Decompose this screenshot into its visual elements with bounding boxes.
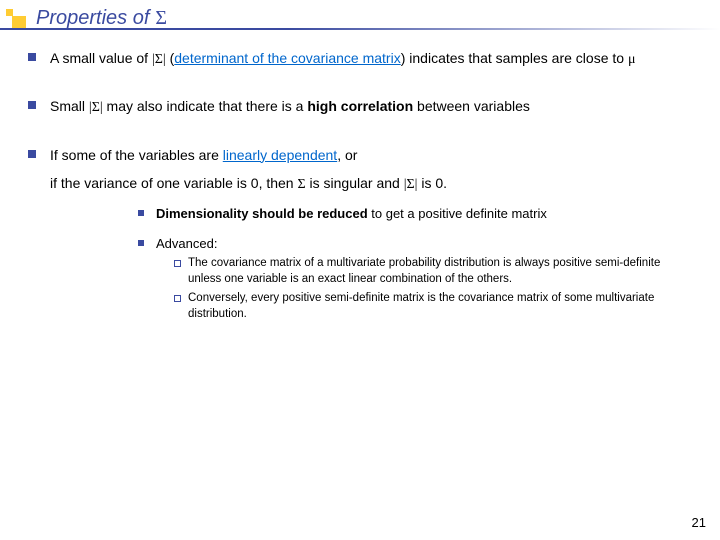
sub-bullet-1: Dimensionality should be reduced to get … (138, 205, 692, 223)
title-sigma: Σ (155, 7, 167, 30)
b2-post: between variables (413, 98, 530, 114)
bullet-3: If some of the variables are linearly de… (28, 145, 692, 323)
accent-square-small (6, 9, 13, 16)
b3-post: , or (337, 147, 357, 163)
bullet-1: A small value of |Σ| (determinant of the… (28, 48, 692, 70)
b3-l2-post: is 0. (417, 175, 447, 191)
slide-title: Properties of Σ (36, 7, 167, 30)
sub-sub-2: Conversely, every positive semi-definite… (174, 291, 692, 322)
bullet-2: Small |Σ| may also indicate that there i… (28, 96, 692, 118)
b1-mu: μ (628, 52, 636, 67)
title-underline (0, 28, 720, 30)
b2-pre: Small (50, 98, 89, 114)
b1-pre: A small value of (50, 50, 152, 66)
b1-det: |Σ| (152, 52, 166, 67)
b3-pre: If some of the variables are (50, 147, 223, 163)
b1-open: ( (166, 50, 175, 66)
title-bar: Properties of Σ (0, 0, 720, 36)
b3-det: |Σ| (404, 177, 418, 192)
b3-sigma: Σ (297, 177, 305, 192)
b3-l2-pre: if the variance of one variable is 0, th… (50, 175, 297, 191)
b1-post: ) indicates that samples are close to (401, 50, 628, 66)
sub-sub-list: The covariance matrix of a multivariate … (174, 256, 692, 322)
b3-l2-mid: is singular and (306, 175, 404, 191)
sub-sub-1: The covariance matrix of a multivariate … (174, 256, 692, 287)
sub-bullet-list: Dimensionality should be reduced to get … (138, 205, 692, 322)
sub-bullet-2: Advanced: The covariance matrix of a mul… (138, 235, 692, 323)
b3-line2: if the variance of one variable is 0, th… (50, 173, 692, 195)
slide-content: A small value of |Σ| (determinant of the… (0, 36, 720, 322)
b2-mid: may also indicate that there is a (103, 98, 308, 114)
b3-link[interactable]: linearly dependent (223, 147, 337, 163)
sb2-text: Advanced: (156, 236, 217, 251)
b2-bold: high correlation (307, 98, 413, 114)
sb1-rest: to get a positive definite matrix (368, 206, 547, 221)
b2-det: |Σ| (89, 100, 103, 115)
bullet-list: A small value of |Σ| (determinant of the… (28, 48, 692, 322)
title-text: Properties of (36, 7, 149, 30)
b1-link[interactable]: determinant of the covariance matrix (174, 50, 400, 66)
page-number: 21 (692, 515, 706, 530)
sb1-bold: Dimensionality should be reduced (156, 206, 368, 221)
